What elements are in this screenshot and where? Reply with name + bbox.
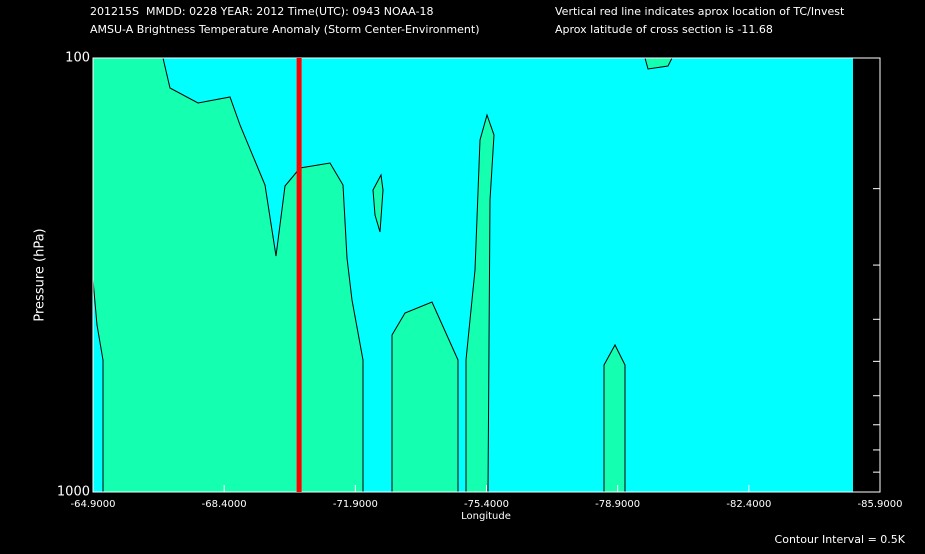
x-tick-label: -68.4000 (202, 499, 247, 510)
contour-region (603, 343, 626, 493)
blank-area (853, 58, 880, 492)
title: 201215S MMDD: 0228 YEAR: 2012 Time(UTC):… (90, 5, 434, 18)
contour-regions (92, 57, 673, 493)
contour-region (465, 113, 495, 493)
contour-region (92, 57, 364, 493)
x-tick-label: -85.9000 (858, 499, 903, 510)
annotation: Vertical red line indicates aprox locati… (555, 5, 845, 18)
x-tick-label: -78.9000 (595, 499, 640, 510)
x-tick-label: -64.9000 (71, 499, 116, 510)
y-axis-label: Pressure (hPa) (33, 228, 48, 321)
contour-region (372, 173, 384, 233)
title: AMSU-A Brightness Temperature Anomaly (S… (90, 23, 480, 36)
y-tick-label: 100 (65, 51, 90, 66)
x-tick-label: -75.4000 (464, 499, 509, 510)
annotation: Aprox latitude of cross section is -11.6… (555, 23, 773, 36)
x-tick-label: -82.4000 (726, 499, 771, 510)
annotation: Contour Interval = 0.5K (775, 533, 906, 546)
y-tick-label: 1000 (57, 485, 90, 500)
x-axis-label: Longitude (461, 511, 511, 522)
x-tick-label: -71.9000 (333, 499, 378, 510)
